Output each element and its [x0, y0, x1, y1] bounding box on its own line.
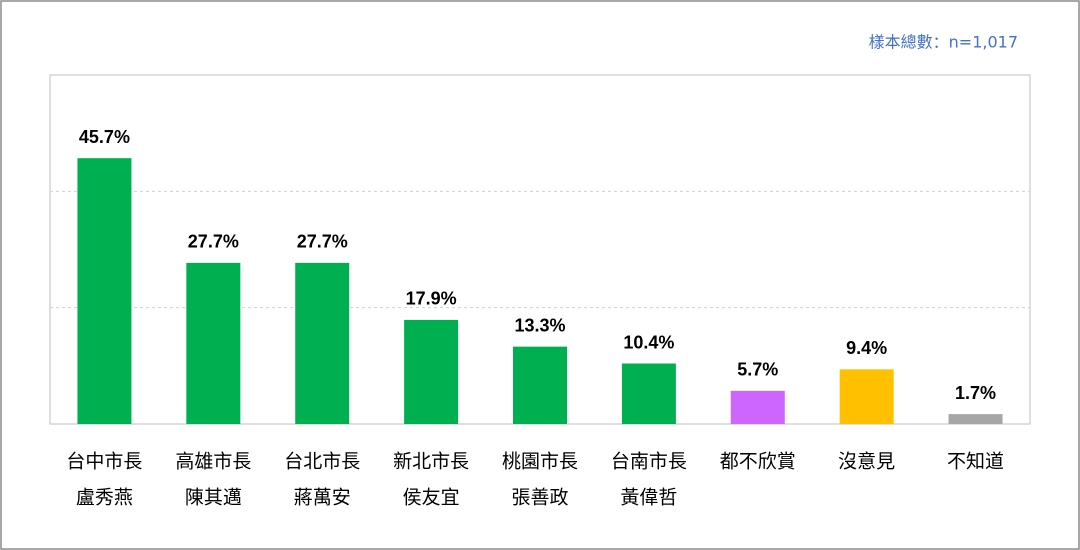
x-tick-label: 盧秀燕 [76, 487, 133, 509]
x-tick-label: 台中市長 [66, 451, 142, 473]
bar [295, 262, 350, 424]
x-tick-label: 台北市長 [284, 451, 360, 473]
value-label: 17.9% [406, 289, 457, 309]
x-tick-label: 高雄市長 [175, 451, 251, 473]
x-tick-label: 張善政 [511, 487, 568, 509]
bar [948, 414, 1003, 424]
x-tick-label: 台南市長 [611, 451, 687, 473]
sample-note: 樣本總數：n=1,017 [869, 33, 1018, 52]
x-tick-label: 桃園市長 [502, 451, 578, 473]
value-label: 27.7% [188, 232, 239, 252]
value-label: 10.4% [623, 332, 674, 352]
x-tick-label: 不知道 [947, 451, 1004, 473]
x-tick-label: 蔣萬安 [294, 487, 351, 509]
bar [77, 158, 132, 424]
bar [404, 319, 459, 424]
value-label: 5.7% [737, 360, 778, 380]
bar [186, 262, 241, 424]
value-label: 9.4% [846, 338, 887, 358]
bar [730, 390, 785, 424]
value-label: 1.7% [955, 383, 996, 403]
x-tick-label: 黃偉哲 [620, 487, 677, 509]
bar [513, 346, 567, 424]
x-tick-label: 沒意見 [838, 451, 895, 473]
x-tick-label: 陳其邁 [185, 487, 242, 509]
x-tick-label: 侯友宜 [403, 487, 460, 509]
value-label: 13.3% [514, 315, 565, 335]
bar [621, 363, 676, 424]
value-label: 27.7% [297, 232, 348, 252]
x-tick-label: 新北市長 [393, 451, 469, 473]
bar [839, 369, 894, 424]
value-label: 45.7% [79, 127, 130, 147]
x-tick-label: 都不欣賞 [720, 451, 796, 473]
